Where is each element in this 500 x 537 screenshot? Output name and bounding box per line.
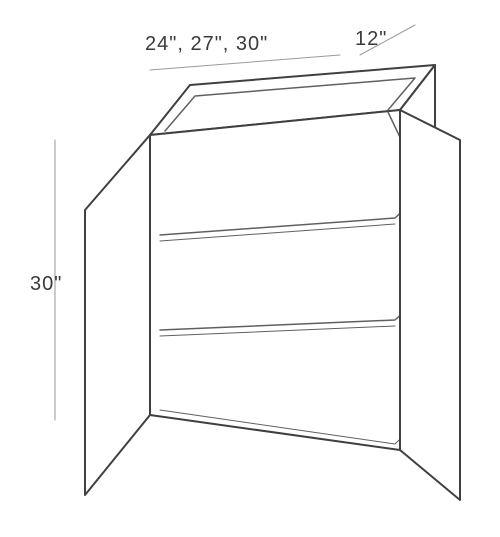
cabinet-front-face bbox=[150, 110, 400, 450]
left-door bbox=[85, 135, 150, 495]
width-dimension-label: 24", 27", 30" bbox=[145, 33, 268, 55]
height-dimension-label: 30" bbox=[30, 273, 62, 295]
cabinet-diagram: 24", 27", 30" 12" 30" bbox=[0, 0, 500, 537]
depth-dimension-label: 12" bbox=[355, 28, 387, 50]
right-door bbox=[400, 110, 460, 500]
